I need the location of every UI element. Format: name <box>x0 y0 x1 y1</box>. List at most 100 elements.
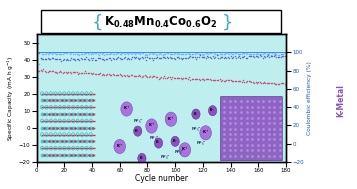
Point <box>96 56 102 59</box>
Point <box>66 71 71 74</box>
Point <box>239 80 245 83</box>
Point <box>93 51 99 54</box>
Point <box>103 58 109 61</box>
Text: PF$_6^-$: PF$_6^-$ <box>149 134 159 142</box>
Text: $\}$: $\}$ <box>221 13 232 32</box>
Circle shape <box>114 139 126 154</box>
Point <box>53 57 59 60</box>
Point <box>153 53 159 56</box>
Point <box>77 53 82 56</box>
Point <box>215 79 221 82</box>
Point <box>120 75 125 78</box>
Point <box>178 77 183 80</box>
Point <box>272 52 278 55</box>
Point <box>154 55 160 58</box>
Text: K$^+$: K$^+$ <box>155 139 162 146</box>
Point <box>39 70 45 73</box>
Text: K$^+$: K$^+$ <box>134 127 141 135</box>
Point <box>146 52 152 55</box>
Point <box>72 53 78 56</box>
Point <box>282 54 287 57</box>
Point <box>111 57 117 60</box>
Point <box>88 57 94 60</box>
Point <box>226 52 232 55</box>
Point <box>147 52 153 55</box>
Point <box>203 77 208 81</box>
Point <box>78 57 84 60</box>
Point <box>143 74 149 77</box>
Point <box>222 79 228 82</box>
Point <box>126 74 132 77</box>
Point <box>45 70 50 73</box>
Point <box>139 75 145 78</box>
Point <box>282 82 287 85</box>
Point <box>226 56 232 59</box>
Point <box>181 53 186 56</box>
Text: K$^+$: K$^+$ <box>148 122 155 129</box>
Point <box>268 54 274 57</box>
Point <box>39 53 45 56</box>
Point <box>118 53 124 56</box>
Point <box>124 73 130 76</box>
Point <box>74 58 80 61</box>
Point <box>225 55 231 58</box>
Point <box>167 75 172 78</box>
Point <box>232 80 238 83</box>
Point <box>161 56 167 59</box>
Point <box>128 74 134 77</box>
Point <box>140 52 146 55</box>
Point <box>134 75 139 78</box>
Point <box>102 74 107 77</box>
Point <box>167 55 172 58</box>
Point <box>162 53 168 56</box>
Point <box>190 77 196 80</box>
Point <box>74 70 80 74</box>
Point <box>267 56 272 59</box>
Point <box>140 74 146 77</box>
Text: K$^+$: K$^+$ <box>116 142 124 150</box>
Point <box>201 78 207 81</box>
Point <box>273 55 279 58</box>
Point <box>256 56 261 59</box>
Point <box>45 53 50 56</box>
Point <box>247 55 253 58</box>
Point <box>186 56 192 59</box>
Point <box>167 53 172 56</box>
Point <box>262 81 268 84</box>
Point <box>279 52 285 55</box>
Point <box>93 72 99 75</box>
Point <box>265 54 271 57</box>
Point <box>159 52 164 55</box>
Point <box>71 57 77 60</box>
Point <box>78 52 84 55</box>
Point <box>114 73 120 76</box>
Point <box>240 55 246 58</box>
Point <box>207 78 213 81</box>
Point <box>237 57 243 60</box>
Point <box>84 56 89 59</box>
Point <box>142 53 147 56</box>
Point <box>195 52 200 55</box>
Point <box>52 58 57 61</box>
Point <box>221 79 227 82</box>
Point <box>174 53 180 56</box>
Point <box>217 52 222 55</box>
Point <box>125 57 131 60</box>
Point <box>265 52 271 55</box>
Point <box>260 81 265 84</box>
FancyBboxPatch shape <box>221 97 282 161</box>
Text: $\{$: $\{$ <box>91 13 102 32</box>
Point <box>185 51 191 54</box>
Point <box>89 52 95 55</box>
Point <box>157 57 163 60</box>
Point <box>246 55 251 58</box>
Point <box>212 55 218 58</box>
Point <box>60 59 66 62</box>
Point <box>104 57 110 60</box>
Point <box>206 78 211 81</box>
Point <box>185 78 191 81</box>
Point <box>278 82 283 85</box>
Point <box>121 52 127 55</box>
Point <box>96 53 102 56</box>
Point <box>206 52 211 55</box>
